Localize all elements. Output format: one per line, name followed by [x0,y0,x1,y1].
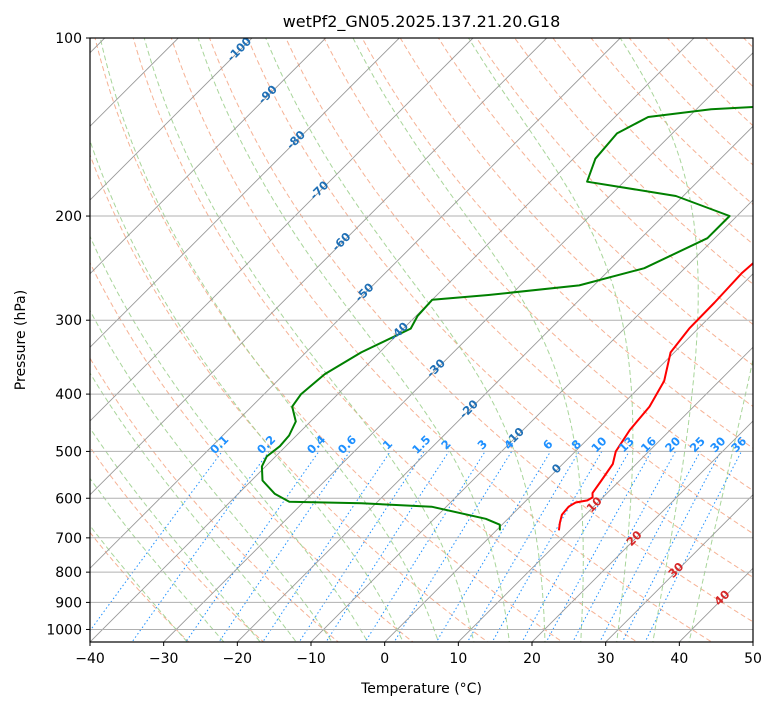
isotherm-line [457,346,753,642]
dry-adiabat-line [399,38,753,408]
isotherm-line [90,38,327,275]
isotherm-line [236,125,753,642]
moist-adiabat-line [143,38,475,642]
dry-adiabat-line [323,38,753,492]
chart-title: wetPf2_GN05.2025.137.21.20.G18 [283,12,561,32]
isotherm-line [90,38,621,569]
x-tick-label: −30 [149,651,179,667]
x-tick-label: 50 [744,651,762,667]
x-tick-label: 10 [449,651,467,667]
y-tick-label: 700 [55,531,82,547]
y-axis-title: Pressure (hPa) [13,290,29,390]
moist-adiabat-line [352,38,584,642]
dry-adiabat-line [208,38,753,623]
profile-line [557,261,753,531]
dry-adiabat-line [247,38,753,578]
dry-adiabat-line [90,261,414,642]
moist-adiabat-line [265,38,546,642]
isotherm-line [531,420,753,642]
isotherm-line [90,38,400,348]
y-tick-label: 200 [55,209,82,225]
dry-adiabat-line [132,38,638,642]
moist-adiabat-line [90,524,188,642]
y-tick-label: 100 [55,31,82,47]
x-tick-label: 20 [523,651,541,667]
moist-adiabat-line [619,38,699,642]
isotherm-line [90,38,695,642]
profile-lines [260,105,753,531]
isotherm-line [310,199,753,642]
x-tick-label: −40 [75,651,105,667]
y-tick-label: 300 [55,313,82,329]
moist-adiabat-line [99,38,440,642]
dry-adiabat-line [90,531,190,642]
moist-adiabat-line [90,372,297,642]
y-tick-label: 600 [55,491,82,507]
dry-adiabat-line [285,38,753,535]
x-axis-title: Temperature (°C) [360,681,482,697]
isotherm-line [163,52,753,642]
moist-adiabat-line [197,38,510,642]
isotherm-line [90,38,253,201]
isotherm-line [90,38,474,422]
x-tick-label: −10 [296,651,326,667]
dry-adiabat-line [90,357,340,642]
moist-adiabat-line [467,38,634,642]
x-tick-label: −20 [223,651,253,667]
moist-adiabat-line [90,139,404,642]
y-tick-label: 400 [55,387,82,403]
y-tick-label: 1000 [46,622,82,638]
dry-adiabat-line [170,38,713,642]
moist-adiabat-line [90,309,333,642]
axis-ticks: −40 −30 −20 −10 0 10 20 30 40 50 1000 900 800 700 600 5… [46,31,762,667]
moist-adiabat-line [90,235,369,642]
isotherm-line [90,38,548,496]
plot-frame [89,37,754,643]
x-tick-label: 0 [380,651,389,667]
profile-line [260,105,753,531]
isotherm-line [384,273,753,642]
y-tick-label: 900 [55,595,82,611]
moist-adiabat-line [90,427,261,642]
moist-adiabat-line [90,477,225,642]
y-tick-label: 500 [55,444,82,460]
x-tick-label: 30 [597,651,615,667]
dry-adiabat-line [90,446,265,642]
isotherm-line [605,494,753,642]
y-tick-label: 800 [55,565,82,581]
dry-adiabat-line [94,38,564,642]
pressure-grid [90,38,753,630]
moist-adiabat-line [688,356,753,642]
x-tick-label: 40 [670,651,688,667]
